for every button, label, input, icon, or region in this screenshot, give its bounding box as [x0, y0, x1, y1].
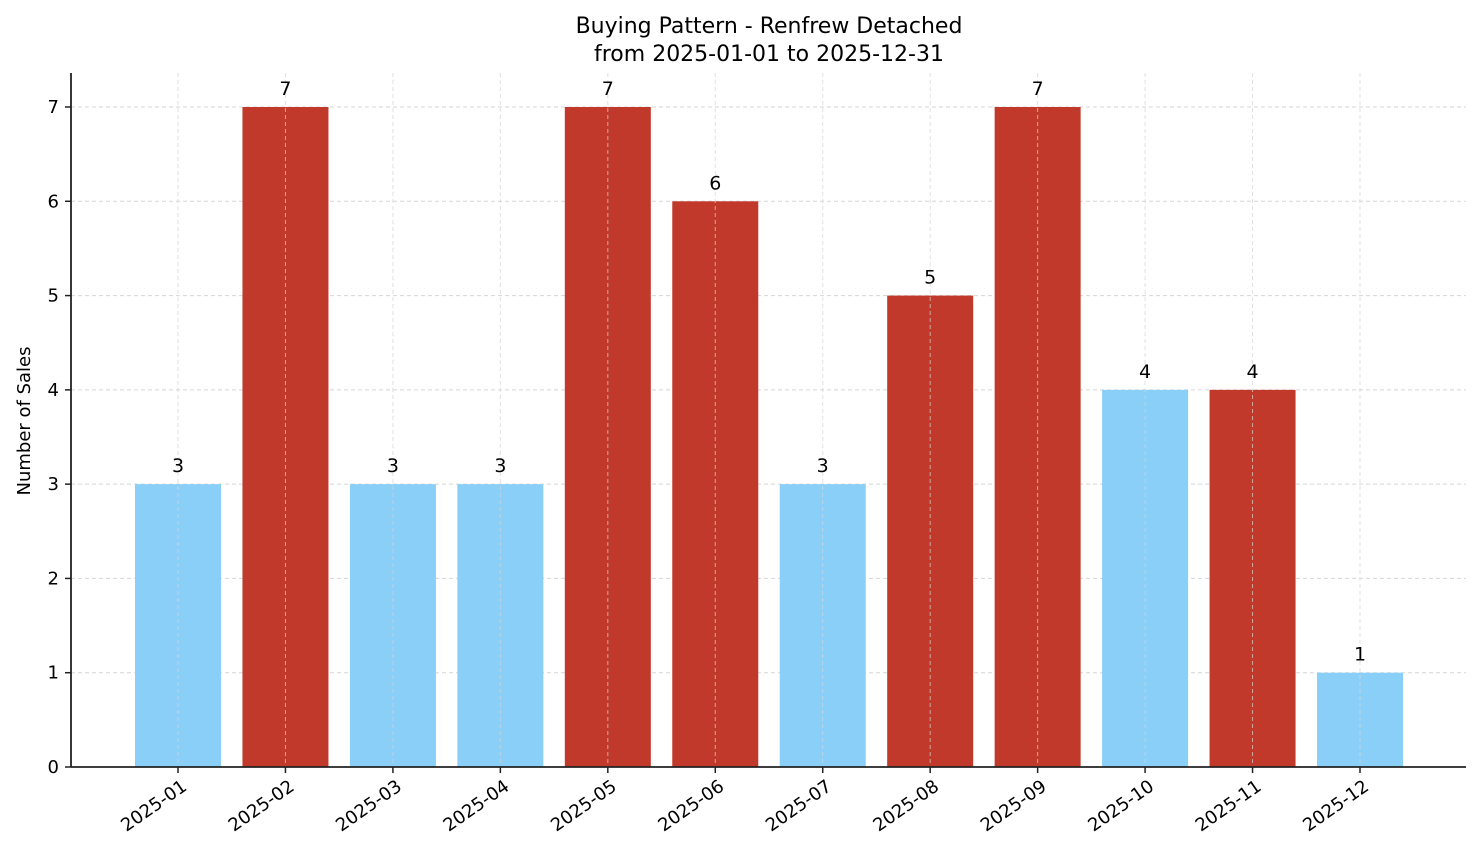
bar-value-label: 5	[924, 267, 936, 289]
x-tick-label: 2025-02	[225, 776, 299, 836]
x-tick-label: 2025-04	[440, 776, 514, 836]
axes	[70, 73, 1466, 768]
bar-value-label: 4	[1139, 361, 1151, 383]
bar-value-label: 7	[602, 78, 614, 100]
x-tick-label: 2025-10	[1084, 776, 1158, 836]
y-tick-label: 4	[48, 380, 59, 401]
x-tick-label: 2025-05	[547, 776, 621, 836]
x-tick-label: 2025-06	[654, 776, 728, 836]
bar-value-label: 7	[279, 78, 291, 100]
bar-value-label: 7	[1032, 78, 1044, 100]
y-tick-label: 5	[48, 286, 59, 307]
bar-value-label: 4	[1246, 361, 1258, 383]
y-axis-ticks: 0 1 2 3 4 5 6 7	[48, 97, 71, 778]
x-tick-label: 2025-11	[1192, 776, 1266, 836]
x-tick-label: 2025-08	[869, 776, 943, 836]
bar-value-label: 3	[817, 455, 829, 477]
bar-value-labels: 3 7 3 3 7 6 3 5 7 4 4 1	[172, 78, 1366, 666]
vertical-gridlines	[177, 73, 1361, 767]
y-tick-label: 1	[48, 663, 59, 684]
x-axis-ticks: 2025-01 2025-02 2025-03 2025-04 2025-05 2025-…	[117, 767, 1373, 836]
y-tick-label: 3	[48, 474, 59, 495]
bar-value-label: 3	[172, 455, 184, 477]
bar-value-label: 3	[387, 455, 399, 477]
y-tick-label: 7	[48, 97, 59, 118]
bar-value-label: 1	[1354, 644, 1366, 666]
x-tick-label: 2025-03	[332, 776, 406, 836]
y-tick-label: 6	[48, 191, 59, 212]
x-tick-label: 2025-12	[1299, 776, 1373, 836]
x-tick-label: 2025-09	[977, 776, 1051, 836]
y-tick-label: 0	[48, 757, 59, 778]
y-tick-label: 2	[48, 568, 59, 589]
x-tick-label: 2025-07	[762, 776, 836, 836]
bars	[135, 107, 1403, 768]
y-axis-label: Number of Sales	[14, 346, 35, 495]
bar-value-label: 3	[494, 455, 506, 477]
x-tick-label: 2025-01	[117, 776, 191, 836]
bar-2025-06	[672, 201, 759, 768]
chart-subtitle: from 2025-01-01 to 2025-12-31	[594, 42, 944, 67]
bar-value-label: 6	[709, 172, 721, 194]
chart-title: Buying Pattern - Renfrew Detached	[576, 14, 963, 39]
